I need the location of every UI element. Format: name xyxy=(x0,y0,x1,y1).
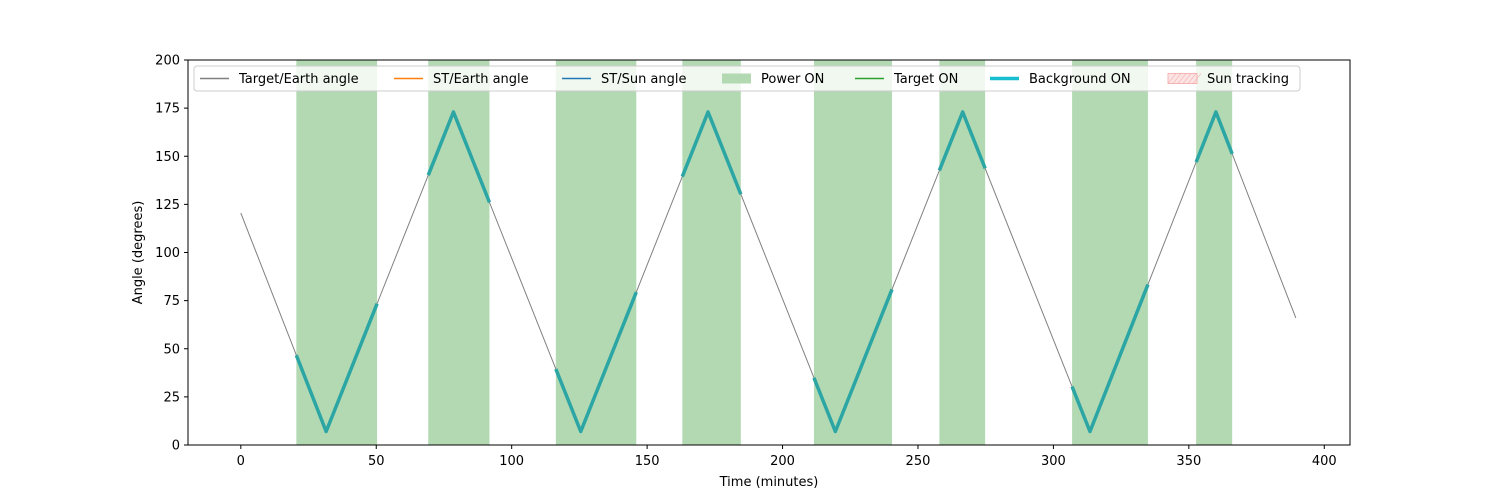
x-axis-label: Time (minutes) xyxy=(719,475,819,490)
background-on-segment-4 xyxy=(812,288,894,434)
background-on-segment-3 xyxy=(680,110,743,195)
x-tick-label: 250 xyxy=(906,454,931,469)
y-tick-label: 125 xyxy=(155,198,180,213)
power-on-band-1 xyxy=(428,60,490,445)
legend-hatch-line xyxy=(1177,73,1187,84)
power-on-band-5 xyxy=(939,60,986,445)
y-tick-label: 200 xyxy=(155,54,180,69)
legend-label: ST/Sun angle xyxy=(601,72,687,87)
legend-label: Background ON xyxy=(1029,72,1131,87)
legend-hatch-line xyxy=(1187,73,1197,84)
y-tick-label: 0 xyxy=(172,439,180,454)
y-axis: 0 25 50 75 100 125 150 175 200 xyxy=(155,54,188,454)
legend: Target/Earth angle ST/Earth angle ST/Sun a… xyxy=(193,65,1301,92)
legend-hatch-line xyxy=(1182,73,1192,84)
x-tick-label: 50 xyxy=(368,454,385,469)
series-layer xyxy=(240,110,1297,434)
y-tick-label: 25 xyxy=(163,390,180,405)
power-on-band-6 xyxy=(1072,60,1148,445)
power-on-band-2 xyxy=(555,60,637,445)
legend-entry-1: ST/Earth angle xyxy=(394,72,529,87)
y-tick-label: 75 xyxy=(163,294,180,309)
y-tick-label: 50 xyxy=(163,342,180,357)
legend-label: Target ON xyxy=(893,72,958,87)
x-axis: 0 50 100 150 200 250 300 350 400 xyxy=(237,445,1337,469)
legend-label: ST/Earth angle xyxy=(433,72,529,87)
legend-entry-2: ST/Sun angle xyxy=(562,72,687,87)
background-on-segment-6 xyxy=(1070,283,1150,434)
legend-entry-3: Power ON xyxy=(722,72,824,87)
x-tick-label: 200 xyxy=(770,454,795,469)
legend-label: Sun tracking xyxy=(1207,72,1289,87)
legend-hatch-line xyxy=(1172,73,1182,84)
power-on-band-0 xyxy=(296,60,378,445)
x-tick-label: 400 xyxy=(1312,454,1337,469)
target-earth-angle-line xyxy=(240,110,1297,433)
x-tick-label: 0 xyxy=(237,454,245,469)
x-tick-label: 350 xyxy=(1176,454,1201,469)
background-on-segment-5 xyxy=(937,110,987,172)
legend-hatch-line xyxy=(1192,73,1202,84)
y-tick-label: 175 xyxy=(155,102,180,117)
y-tick-label: 150 xyxy=(155,150,180,165)
x-tick-label: 300 xyxy=(1041,454,1066,469)
legend-marker xyxy=(722,73,751,84)
background-on-segment-2 xyxy=(554,291,638,434)
legend-hatch-line xyxy=(1167,73,1177,84)
x-tick-label: 100 xyxy=(499,454,524,469)
background-on-segment-7 xyxy=(1194,110,1234,163)
power-on-band-7 xyxy=(1196,60,1233,445)
y-axis-label: Angle (degrees) xyxy=(131,201,146,305)
legend-entry-0: Target/Earth angle xyxy=(200,72,359,87)
y-tick-label: 100 xyxy=(155,246,180,261)
legend-label: Target/Earth angle xyxy=(238,72,359,87)
background-on-segment-0 xyxy=(294,303,379,434)
legend-entry-5: Background ON xyxy=(990,72,1131,87)
legend-entry-4: Target ON xyxy=(855,72,958,87)
legend-entry-6: Sun tracking xyxy=(1167,72,1289,87)
x-tick-label: 150 xyxy=(635,454,660,469)
legend-label: Power ON xyxy=(761,72,824,87)
background-on-segment-1 xyxy=(426,110,492,204)
power-on-band-4 xyxy=(813,60,892,445)
